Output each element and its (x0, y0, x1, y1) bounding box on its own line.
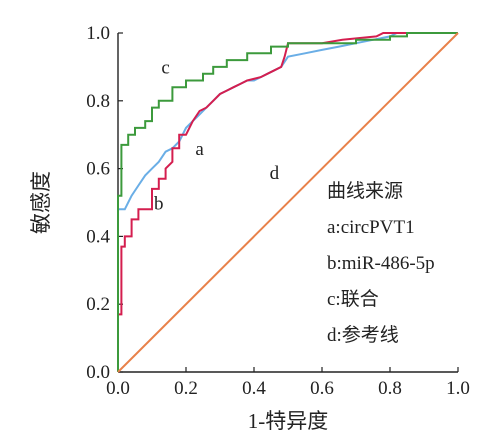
y-tick-label: 0.2 (86, 294, 110, 315)
x-axis-title: 1-特异度 (248, 409, 329, 433)
x-tick-label: 0.4 (242, 378, 266, 399)
y-tick-label: 0.6 (86, 159, 110, 180)
legend-item-d: d:参考线 (327, 324, 399, 346)
series-group (117, 32, 459, 373)
x-tick-label: 0.8 (378, 378, 402, 399)
x-tick-label: 0.6 (310, 378, 334, 399)
x-tick-label: 0.0 (106, 378, 130, 399)
curve-label-c: c (161, 58, 169, 79)
legend-title: 曲线来源 (327, 180, 403, 202)
legend: 曲线来源 a:circPVT1 b:miR-486-5p c:联合 d:参考线 (327, 180, 435, 346)
x-tick-label: 0.2 (174, 378, 198, 399)
legend-item-a: a:circPVT1 (327, 217, 415, 238)
y-tick-label: 0.4 (86, 226, 110, 247)
y-tick-label: 0.0 (86, 362, 110, 383)
y-tick-label: 0.8 (86, 91, 110, 112)
legend-item-b: b:miR-486-5p (327, 253, 435, 274)
roc-curve-d (117, 32, 459, 373)
x-tick-label: 1.0 (446, 378, 470, 399)
curve-label-d: d (270, 163, 280, 184)
legend-item-c: c:联合 (327, 288, 379, 310)
curve-label-b: b (154, 193, 164, 214)
curve-labels: c a b d (154, 58, 280, 215)
roc-curve-b (117, 32, 458, 372)
ticks: 0.0 0.2 0.4 0.6 0.8 1.0 0.0 0.2 0.4 0.6 0.8 1.0 (86, 23, 470, 399)
y-axis-title: 敏感度 (29, 171, 53, 234)
y-tick-label: 1.0 (86, 23, 110, 44)
curve-label-a: a (195, 139, 204, 160)
roc-curve-c (117, 32, 458, 372)
